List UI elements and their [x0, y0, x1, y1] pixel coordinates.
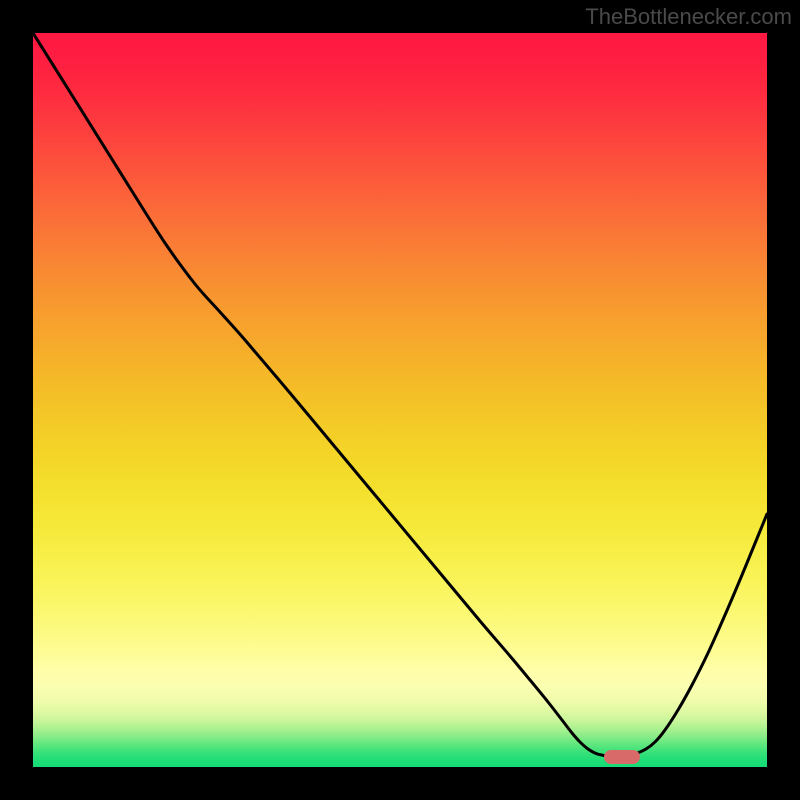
optimal-zone-marker	[604, 750, 640, 764]
chart-gradient-background	[33, 33, 767, 767]
bottleneck-chart: TheBottlenecker.com	[0, 0, 800, 800]
chart-root: TheBottlenecker.com	[0, 0, 800, 800]
watermark-label: TheBottlenecker.com	[585, 4, 792, 29]
